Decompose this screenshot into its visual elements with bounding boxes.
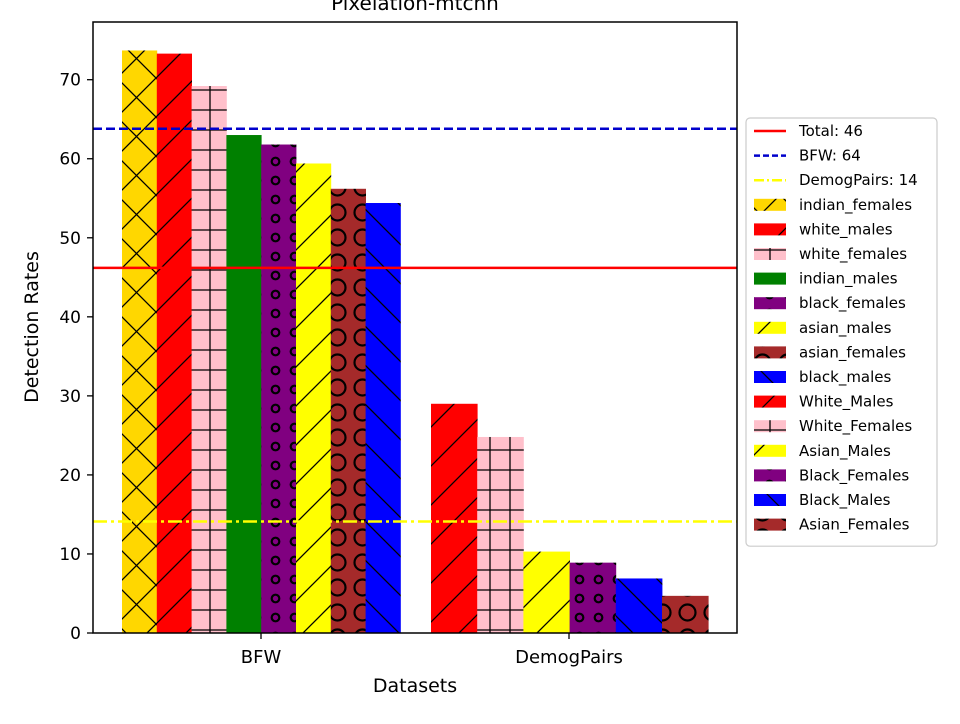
bar-bfw-black-females xyxy=(261,144,297,633)
legend-swatch-patch xyxy=(754,395,786,408)
x-axis-label: Datasets xyxy=(373,675,457,697)
y-tick-label: 30 xyxy=(59,387,81,407)
legend-label: white_females xyxy=(799,245,907,264)
bar-demogpairs-black-males xyxy=(615,578,663,633)
legend-label: black_males xyxy=(799,368,892,387)
legend-label: White_Males xyxy=(799,393,894,412)
plot-frame xyxy=(92,21,738,634)
y-tick-label: 0 xyxy=(70,624,81,644)
legend-label: Asian_Females xyxy=(799,516,910,535)
legend-label: indian_females xyxy=(799,196,912,215)
legend-label: Total: 46 xyxy=(798,122,863,140)
legend-label: white_males xyxy=(799,220,893,239)
legend-swatch-patch xyxy=(754,420,786,433)
y-tick-label: 50 xyxy=(59,229,81,249)
legend-swatch-patch xyxy=(754,297,786,310)
chart-title: Pixelation-mtcnn xyxy=(331,0,499,15)
bar-bfw-indian-females xyxy=(122,50,158,633)
legend-swatch-patch xyxy=(754,518,786,531)
bar-demogpairs-black-females xyxy=(569,562,617,633)
legend-swatch-patch xyxy=(754,371,786,383)
legend-swatch-patch xyxy=(754,272,786,285)
legend-swatch-patch xyxy=(754,469,786,482)
y-axis-label: Detection Rates xyxy=(21,251,43,403)
legend-label: BFW: 64 xyxy=(799,147,861,165)
bar-bfw-white-males xyxy=(156,53,192,634)
legend-swatch-patch xyxy=(754,248,786,260)
y-tick-label: 10 xyxy=(59,545,81,565)
bar-bfw-asian-females xyxy=(330,188,366,633)
bar-bfw-asian-males xyxy=(296,163,332,634)
x-axis: BFW DemogPairs xyxy=(241,633,623,668)
reference-lines-layer xyxy=(93,127,737,523)
legend-label: Black_Females xyxy=(799,466,909,485)
legend: Total: 46 BFW: 64 DemogPairs: 14 indian_fem… xyxy=(745,117,938,547)
legend-swatch-patch xyxy=(754,198,786,211)
legend-label: asian_females xyxy=(799,343,906,362)
y-tick-label: 70 xyxy=(59,71,81,91)
legend-swatch-patch xyxy=(754,223,786,236)
legend-label: asian_males xyxy=(799,319,892,338)
legend-label: DemogPairs: 14 xyxy=(799,171,918,189)
legend-swatch-patch xyxy=(754,494,786,506)
legend-swatch-patch xyxy=(754,346,786,359)
y-tick-label: 40 xyxy=(59,308,81,328)
bar-bfw-white-females xyxy=(191,86,227,633)
legend-label: indian_males xyxy=(799,270,898,289)
bar-demogpairs-white-males xyxy=(431,403,478,633)
legend-label: black_females xyxy=(799,294,906,313)
legend-swatch-patch xyxy=(754,321,786,334)
bars-layer xyxy=(122,50,709,634)
legend-label: Black_Males xyxy=(799,491,891,510)
y-tick-label: 20 xyxy=(59,466,81,486)
legend-label: White_Females xyxy=(799,417,912,436)
bar-demogpairs-asian-males xyxy=(523,551,570,633)
x-tick-label: BFW xyxy=(241,647,282,668)
bar-demogpairs-asian-females xyxy=(662,595,709,633)
bar-bfw-black-males xyxy=(365,203,401,633)
bar-demogpairs-white-females xyxy=(477,436,524,633)
y-tick-label: 60 xyxy=(59,150,81,170)
y-axis: 0 10 20 30 40 50 60 70 xyxy=(59,71,93,644)
legend-swatch-patch xyxy=(754,444,786,457)
legend-label: Asian_Males xyxy=(799,442,891,461)
bar-bfw-indian-males xyxy=(226,135,262,633)
x-tick-label: DemogPairs xyxy=(515,647,623,668)
legend-frame xyxy=(745,117,938,547)
